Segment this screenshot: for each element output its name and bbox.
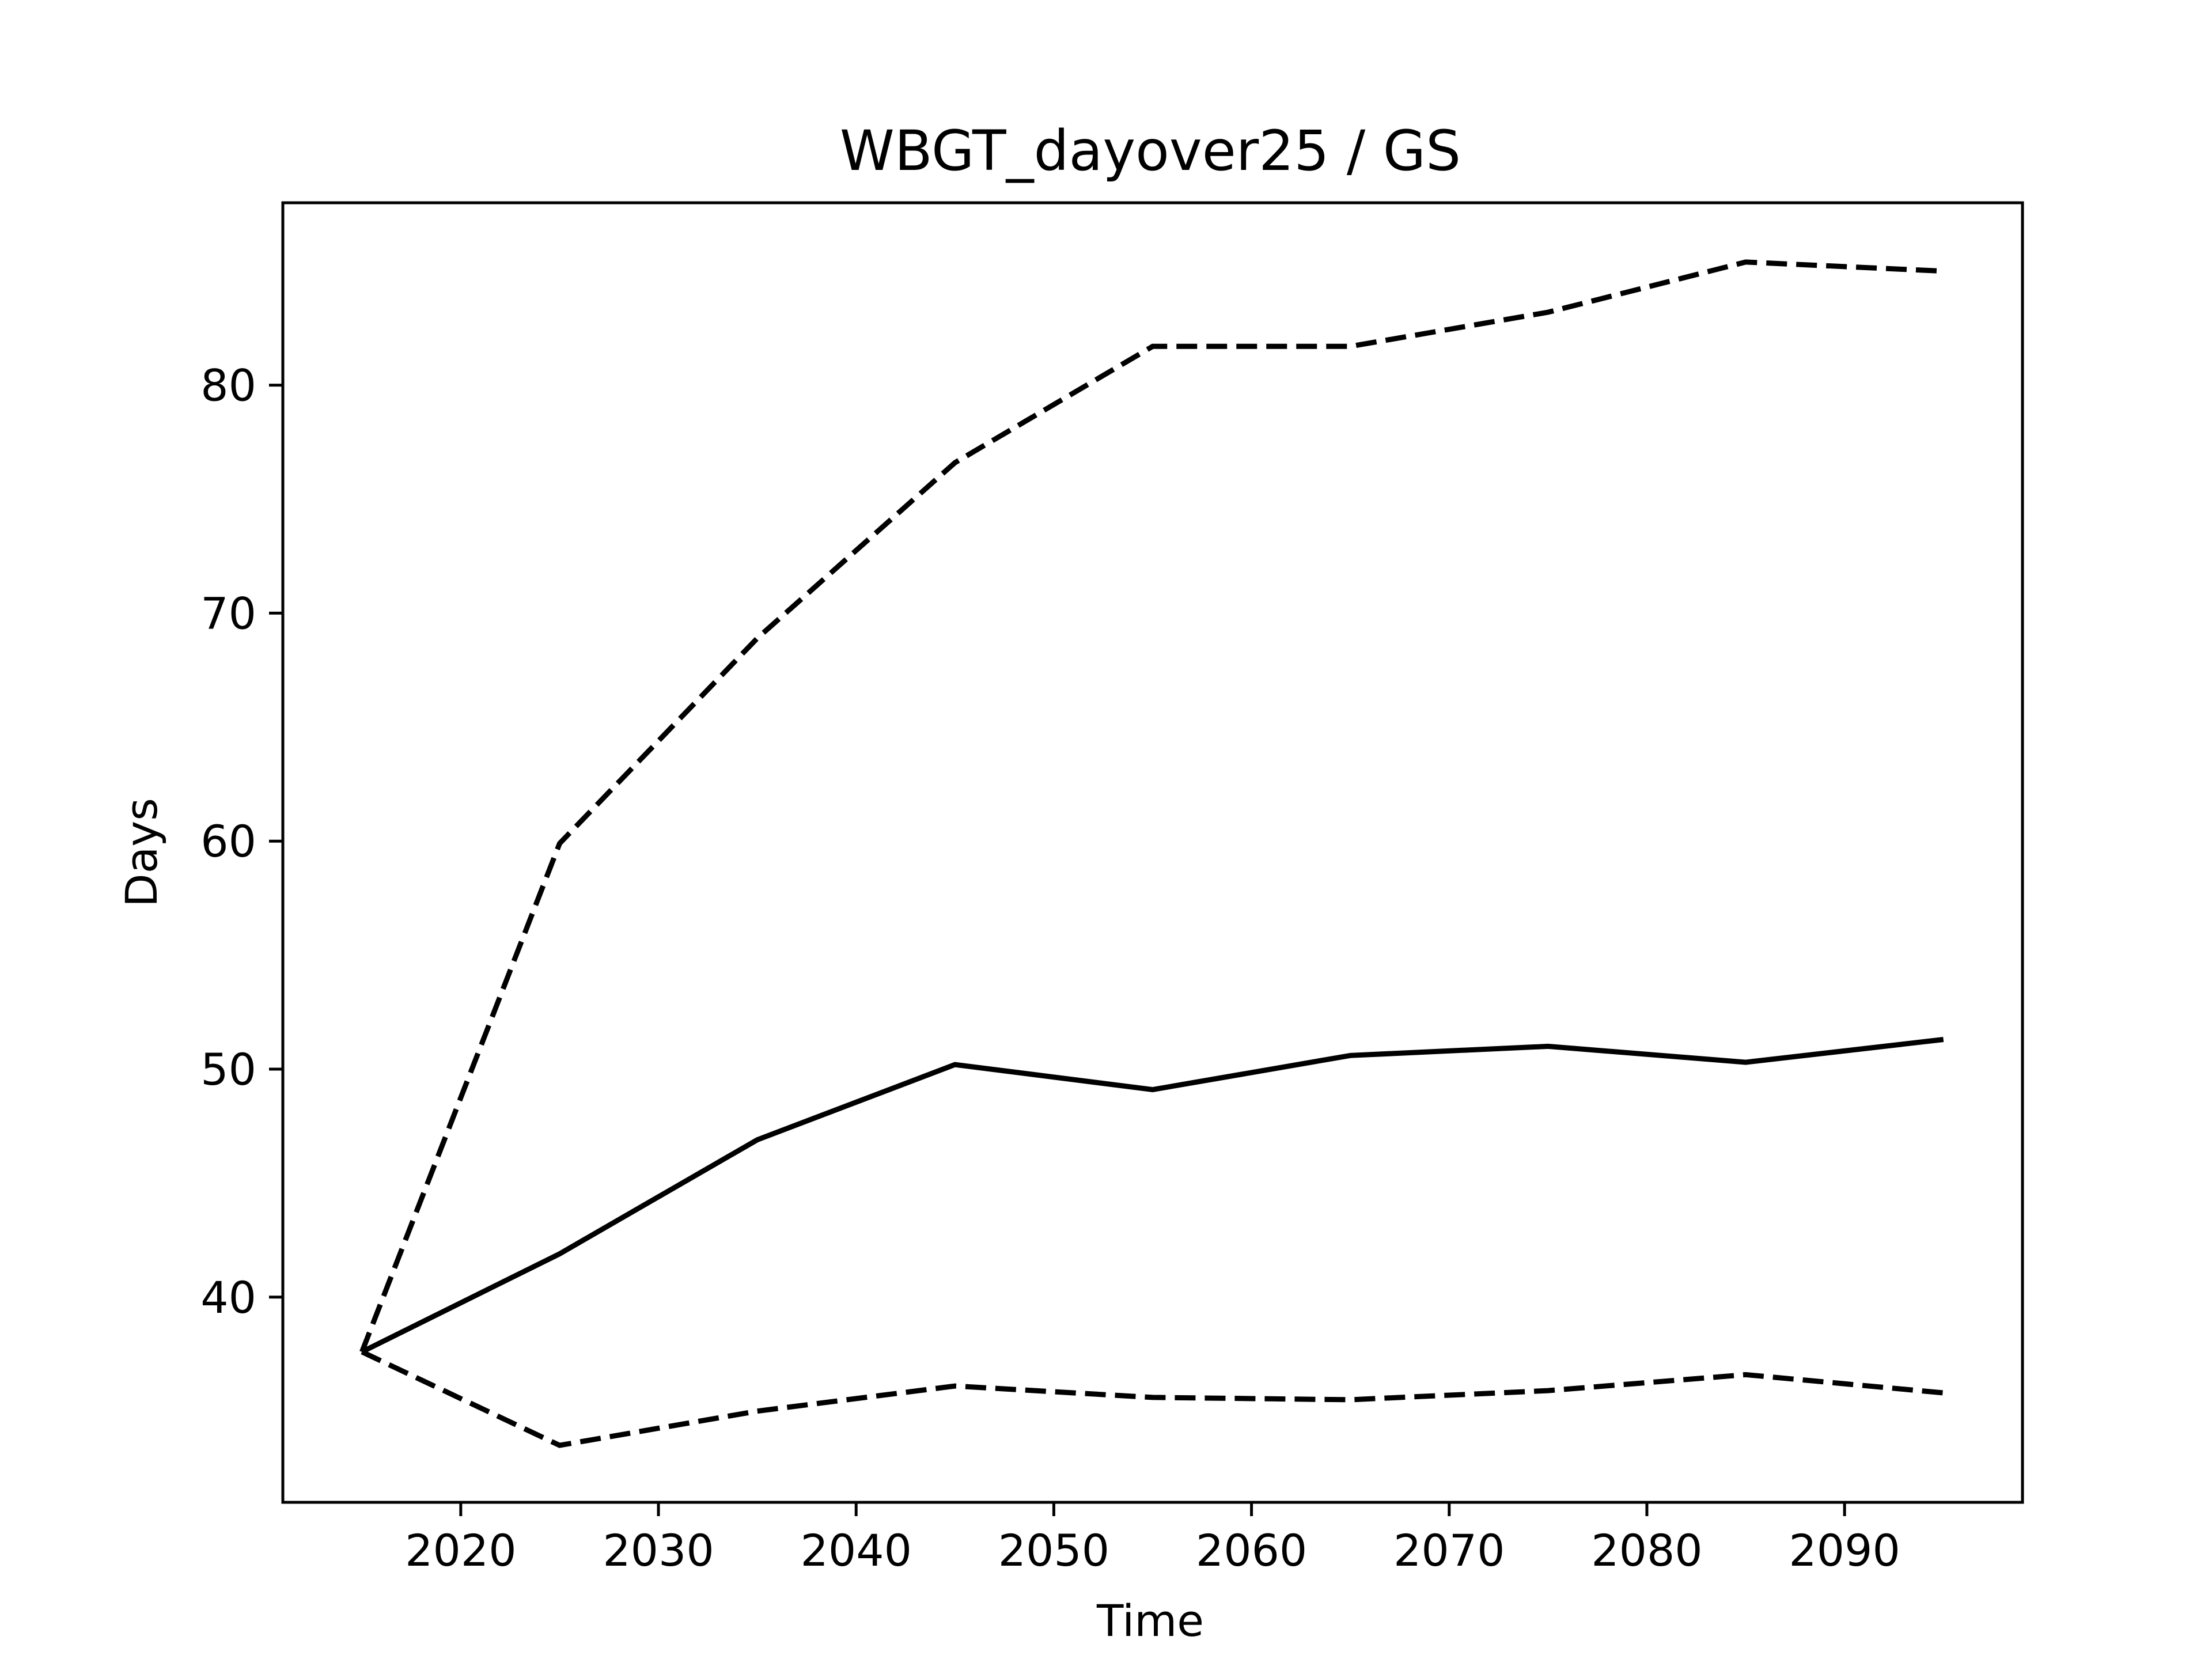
series-line-lower-dashed (361, 1349, 1944, 1448)
chart-title: WBGT_dayover25 / GS (840, 119, 1461, 183)
series-line-median (361, 1037, 1944, 1354)
series-line-upper-dashed (359, 259, 1944, 1353)
x-tick-label: 2040 (801, 1525, 912, 1576)
x-axis: 2020 2030 2040 2050 2060 2070 2080 2090 (405, 1502, 1900, 1576)
x-tick-label: 2070 (1393, 1525, 1505, 1576)
plot-area (281, 201, 2024, 1504)
y-tick-label: 60 (200, 816, 256, 867)
x-tick-label: 2020 (405, 1525, 516, 1576)
y-axis-label: Days (116, 798, 167, 907)
x-tick-label: 2050 (998, 1525, 1109, 1576)
y-axis: 40 50 60 70 80 (200, 360, 283, 1323)
x-tick-label: 2030 (603, 1525, 714, 1576)
y-tick-label: 40 (200, 1272, 256, 1323)
x-tick-label: 2090 (1789, 1525, 1900, 1576)
series-group (359, 259, 1944, 1448)
y-tick-label: 80 (200, 360, 256, 411)
x-tick-label: 2080 (1591, 1525, 1702, 1576)
y-tick-label: 50 (200, 1044, 256, 1095)
y-tick-label: 70 (200, 588, 256, 639)
x-tick-label: 2060 (1196, 1525, 1307, 1576)
x-axis-label: Time (1096, 1595, 1204, 1646)
